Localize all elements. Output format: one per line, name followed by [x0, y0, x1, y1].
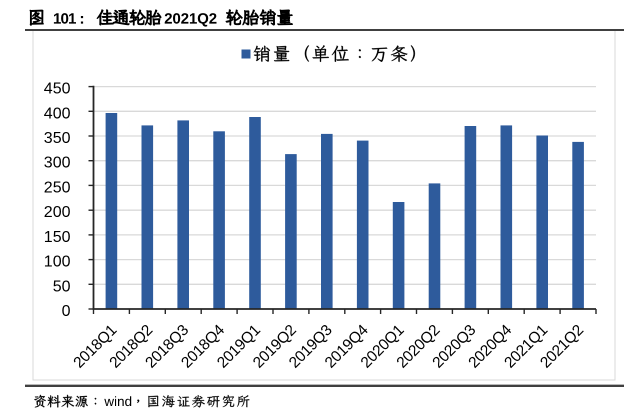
svg-text:50: 50: [53, 278, 71, 295]
svg-text:0: 0: [62, 303, 71, 320]
svg-text:100: 100: [44, 254, 71, 271]
svg-text:300: 300: [44, 155, 71, 172]
svg-text:150: 150: [44, 229, 71, 246]
svg-text:250: 250: [44, 179, 71, 196]
svg-text:350: 350: [44, 130, 71, 147]
svg-text:200: 200: [44, 204, 71, 221]
svg-text:450: 450: [44, 81, 71, 98]
svg-text:400: 400: [44, 105, 71, 122]
